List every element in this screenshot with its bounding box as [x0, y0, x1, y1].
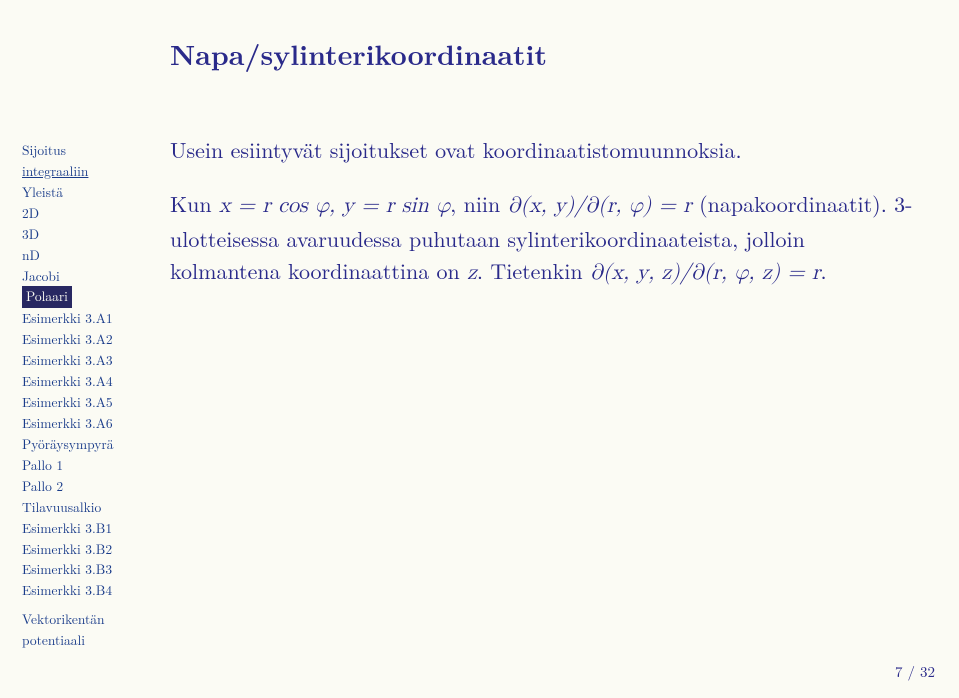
sidebar-item[interactable]: Esimerkki 3.B1 — [22, 518, 170, 539]
sidebar-item-label: Esimerkki 3.A5 — [22, 392, 113, 411]
sidebar-item-label: Pyöräysympyrä — [22, 434, 113, 453]
sidebar-item[interactable]: Pyöräysympyrä — [22, 434, 170, 455]
sidebar-item-label: potentiaali — [22, 630, 85, 649]
sidebar-item[interactable]: Jacobi — [22, 266, 170, 287]
sidebar-item-label: Esimerkki 3.A6 — [22, 413, 113, 432]
sidebar-item[interactable]: Esimerkki 3.A2 — [22, 329, 170, 350]
sidebar-item-label: Esimerkki 3.A4 — [22, 371, 113, 390]
sidebar-item-label: Esimerkki 3.A1 — [22, 308, 113, 327]
sidebar-item[interactable]: Esimerkki 3.A3 — [22, 350, 170, 371]
body-text: Usein esiintyvät sijoitukset ovat koordi… — [170, 134, 919, 290]
sidebar-item-label: Vektorikentän — [22, 609, 105, 628]
sidebar-item-label: Esimerkki 3.B1 — [22, 518, 112, 537]
sidebar-item[interactable]: Esimerkki 3.B4 — [22, 580, 170, 601]
sidebar-item[interactable]: nD — [22, 245, 170, 266]
sidebar-item[interactable]: Esimerkki 3.B3 — [22, 559, 170, 580]
math-expr: z — [467, 262, 477, 284]
sidebar-item-label: Esimerkki 3.A3 — [22, 350, 113, 369]
sidebar-item[interactable]: 2D — [22, 203, 170, 224]
sidebar-item-label: Polaari — [22, 286, 72, 308]
sidebar-item[interactable]: Esimerkki 3.B2 — [22, 539, 170, 560]
sidebar-item[interactable]: Esimerkki 3.A4 — [22, 371, 170, 392]
sidebar-item[interactable]: Esimerkki 3.A1 — [22, 308, 170, 329]
sidebar-item-label: 2D — [22, 203, 39, 222]
sidebar-item-label: nD — [22, 245, 40, 264]
paragraph-1: Usein esiintyvät sijoitukset ovat koordi… — [170, 134, 919, 166]
sidebar-item-label: Yleistä — [22, 182, 63, 201]
sidebar-item-label: 3D — [22, 224, 39, 243]
paragraph-2: Kun x = r cos φ, y = r sin φ, niin ∂(x, … — [170, 188, 919, 290]
sidebar-item-label: Esimerkki 3.B3 — [22, 559, 112, 578]
math-expr: ∂(x, y)/∂(r, φ) = r — [508, 195, 692, 217]
sidebar-item[interactable]: Vektorikentän — [22, 609, 170, 630]
main-content: Napa/sylinterikoordinaatit Usein esiinty… — [170, 0, 959, 698]
sidebar-item[interactable]: Yleistä — [22, 182, 170, 203]
sidebar-item-label: Sijoitus — [22, 140, 66, 159]
sidebar-nav: SijoitusintegraaliinYleistä2D3DnDJacobiP… — [0, 0, 170, 698]
page-title: Napa/sylinterikoordinaatit — [170, 34, 919, 74]
math-expr: ∂(x, y, z)/∂(r, φ, z) = r — [590, 262, 821, 284]
sidebar-item[interactable]: Tilavuusalkio — [22, 497, 170, 518]
sidebar-item-label: Esimerkki 3.A2 — [22, 329, 113, 348]
math-expr: x = r cos φ, y = r sin φ — [219, 195, 450, 217]
sidebar-item[interactable]: Esimerkki 3.A5 — [22, 392, 170, 413]
sidebar-item-label: Tilavuusalkio — [22, 497, 101, 516]
sidebar-item-label: Esimerkki 3.B4 — [22, 580, 112, 599]
text-fragment: . — [821, 255, 827, 286]
text-fragment: , niin — [450, 188, 507, 219]
sidebar-item[interactable]: Pallo 1 — [22, 455, 170, 476]
sidebar-item[interactable]: integraaliin — [22, 161, 170, 182]
sidebar-item[interactable]: Polaari — [22, 286, 170, 308]
sidebar-item[interactable]: Esimerkki 3.A6 — [22, 413, 170, 434]
sidebar-item[interactable]: Pallo 2 — [22, 476, 170, 497]
text-fragment: . Tietenkin — [477, 255, 590, 286]
sidebar-item[interactable]: 3D — [22, 224, 170, 245]
slide-page: SijoitusintegraaliinYleistä2D3DnDJacobiP… — [0, 0, 959, 698]
sidebar-item[interactable]: potentiaali — [22, 630, 170, 651]
sidebar-item-label: Jacobi — [22, 266, 60, 285]
sidebar-item-label: integraaliin — [22, 161, 88, 180]
sidebar-item-label: Pallo 1 — [22, 455, 63, 474]
sidebar-item[interactable]: Sijoitus — [22, 140, 170, 161]
text-fragment: Kun — [170, 188, 219, 219]
page-number: 7 / 32 — [895, 661, 935, 682]
sidebar-item-label: Esimerkki 3.B2 — [22, 539, 112, 558]
sidebar-item-label: Pallo 2 — [22, 476, 63, 495]
